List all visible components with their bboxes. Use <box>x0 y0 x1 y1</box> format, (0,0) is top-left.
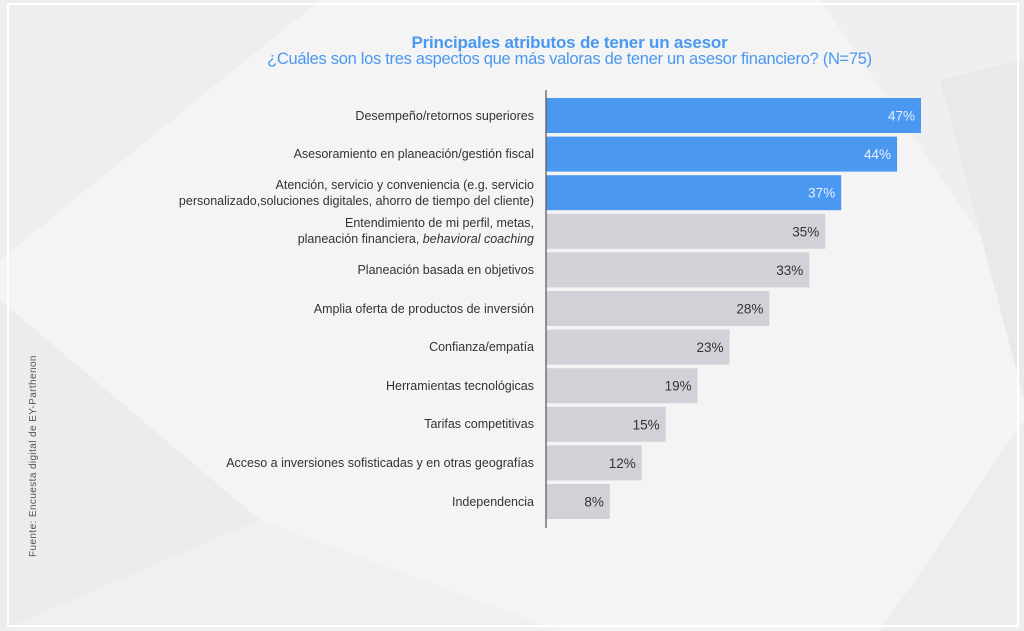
category-label-2: Asesoramiento en planeación/gestión fisc… <box>293 147 534 162</box>
bar-11 <box>546 484 610 519</box>
bars-group: 47% 44% 37% 35% 33% 28% 23% 19% 15% 12% 8% <box>546 98 921 519</box>
category-label-6: Amplia oferta de productos de inversión <box>313 301 534 316</box>
category-label-5: Planeación basada en objetivos <box>357 262 534 277</box>
bar-8 <box>546 368 698 404</box>
bar-6 <box>546 291 770 326</box>
category-label-1: Desempeño/retornos superiores <box>355 108 534 123</box>
data-label-7: 23% <box>696 340 723 355</box>
source-note: Fuente: Encuesta digital de EY-Parthenon <box>28 355 39 557</box>
bar-2 <box>546 136 898 172</box>
bar-10 <box>546 445 642 481</box>
data-label-8: 19% <box>665 379 692 394</box>
bar-9 <box>546 406 666 442</box>
data-label-4: 35% <box>792 224 819 239</box>
bar-3 <box>546 175 842 211</box>
data-label-1: 47% <box>888 109 915 124</box>
data-label-6: 28% <box>736 302 763 317</box>
category-label-4: Entendimiento de mi perfil, metas, planea… <box>297 216 534 247</box>
data-label-2: 44% <box>864 147 891 162</box>
chart-subtitle: ¿Cuáles son los tres aspectos que más va… <box>267 50 872 68</box>
data-label-5: 33% <box>776 263 803 278</box>
bar-4 <box>546 213 826 249</box>
data-label-3: 37% <box>808 186 835 201</box>
category-label-3: Atención, servicio y conveniencia (e.g. … <box>178 177 534 208</box>
bar-1 <box>546 98 921 133</box>
category-label-7: Confianza/empatía <box>429 340 534 355</box>
category-label-10: Acceso a inversiones sofisticadas y en o… <box>226 455 534 470</box>
category-label-11: Independencia <box>451 494 534 509</box>
data-label-9: 15% <box>633 417 660 432</box>
data-label-11: 8% <box>584 495 604 510</box>
category-label-9: Tarifas competitivas <box>424 417 534 432</box>
category-label-8: Herramientas tecnológicas <box>386 378 534 393</box>
bar-5 <box>546 252 810 288</box>
bar-7 <box>546 329 730 365</box>
data-label-10: 12% <box>609 456 636 471</box>
chart-title: Principales atributos de tener un asesor <box>411 33 728 52</box>
